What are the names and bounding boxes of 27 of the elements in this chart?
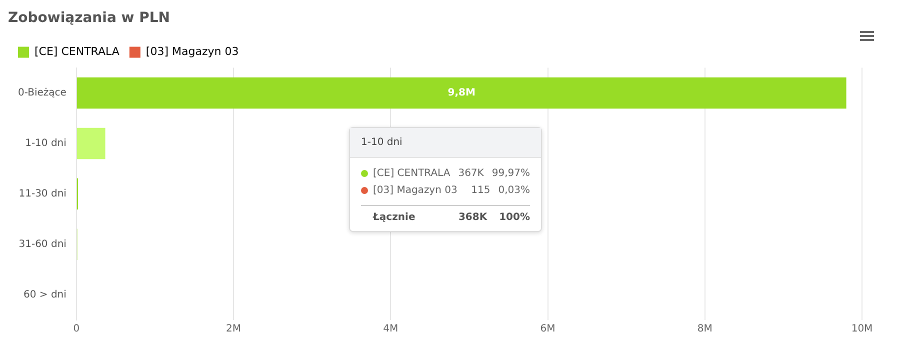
x-tick-label: 6M xyxy=(540,324,556,335)
x-tick-label: 10M xyxy=(851,324,873,335)
y-tick-label: 0-Bieżące xyxy=(18,88,66,99)
data-label: 9,8M xyxy=(448,88,476,99)
legend-label: [CE] CENTRALA xyxy=(34,45,120,58)
bar xyxy=(76,77,846,109)
x-tick-label: 2M xyxy=(226,324,242,335)
annotation: 368K xyxy=(458,212,488,223)
y-tick-label: 60 > dni xyxy=(23,289,66,300)
chart-title: Zobowiązania w PLN xyxy=(8,10,170,26)
y-tick-label: 1-10 dni xyxy=(25,138,66,150)
annotation: [03] Magazyn 03 xyxy=(373,185,458,196)
x-tick-label: 0 xyxy=(73,324,80,335)
y-tick-label: 11-30 dni xyxy=(18,188,66,200)
bar xyxy=(76,128,106,160)
legend-label: [03] Magazyn 03 xyxy=(146,45,239,58)
annotation: 115 xyxy=(471,185,490,196)
annotation: 1-10 dni xyxy=(350,128,541,158)
annotation: 0,03% xyxy=(498,185,530,196)
annotation: Łącznie xyxy=(373,212,416,223)
x-tick-label: 4M xyxy=(383,324,398,335)
annotation: 367K xyxy=(458,168,484,179)
annotation: 99,97% xyxy=(492,168,530,179)
annotation: [CE] CENTRALA xyxy=(373,168,450,179)
x-tick-label: 8M xyxy=(697,324,712,335)
y-tick-label: 31-60 dni xyxy=(18,238,66,250)
annotation: 100% xyxy=(499,212,530,223)
